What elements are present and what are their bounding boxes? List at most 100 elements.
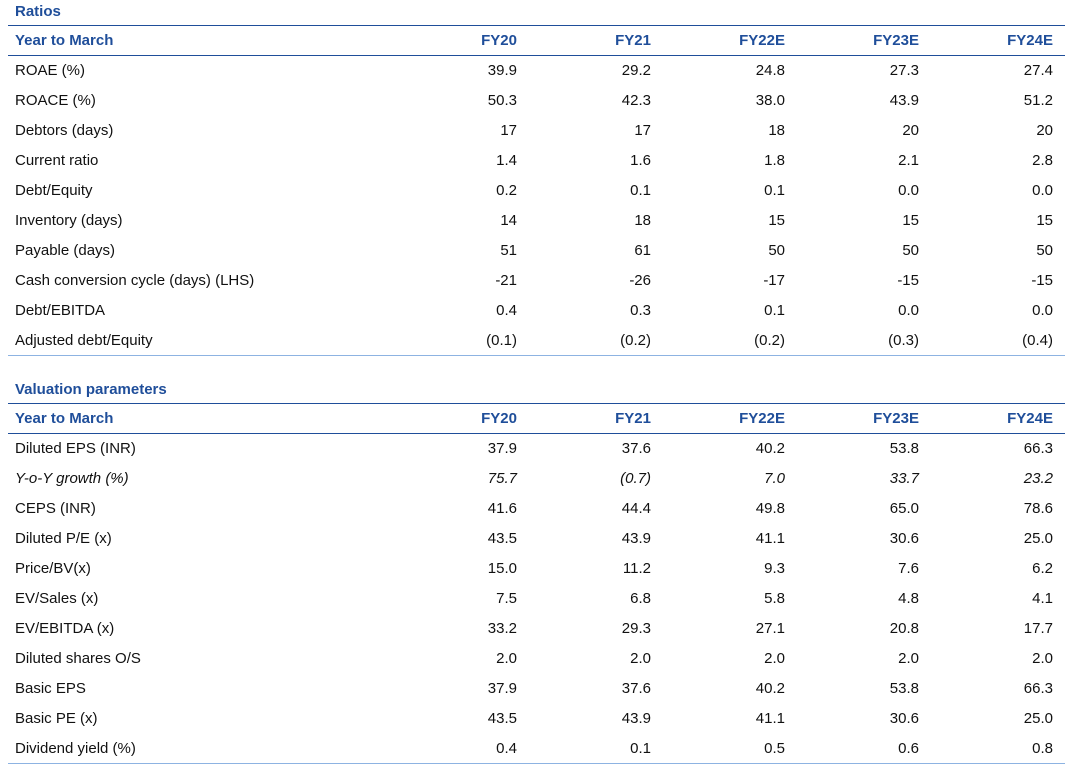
- row-value: 7.5: [496, 590, 517, 607]
- row-value: 29.2: [621, 62, 651, 79]
- row-value: 53.8: [889, 680, 919, 697]
- table-row: CEPS (INR) 41.6 44.4 49.8 65.0 78.6: [8, 494, 1065, 524]
- row-value: (0.1): [395, 325, 529, 356]
- row-value: 1.6: [630, 152, 651, 169]
- row-value: 51: [500, 242, 517, 259]
- row-value: 30.6: [889, 530, 919, 547]
- row-value: 43.9: [621, 710, 651, 727]
- row-value: 2.0: [1032, 650, 1053, 667]
- row-label: Diluted shares O/S: [15, 650, 141, 667]
- valuation-table: Year to March FY20 FY21 FY22E FY23E FY24…: [8, 404, 1065, 764]
- row-label: Diluted P/E (x): [15, 530, 112, 547]
- row-value: 0.1: [529, 733, 663, 764]
- row-value: 2.1: [898, 152, 919, 169]
- row-value: (0.2): [663, 325, 797, 356]
- ratios-header-row: Year to March FY20 FY21 FY22E FY23E FY24…: [8, 26, 1065, 56]
- row-value: 25.0: [1023, 530, 1053, 547]
- ratios-title: Ratios: [8, 0, 1065, 26]
- row-value: 30.6: [889, 710, 919, 727]
- row-value: 4.8: [898, 590, 919, 607]
- row-value: 43.9: [889, 92, 919, 109]
- row-value: 65.0: [889, 500, 919, 517]
- row-value: 7.0: [764, 470, 785, 487]
- row-label: Debt/Equity: [15, 182, 93, 199]
- row-value: 9.3: [764, 560, 785, 577]
- table-row: Debtors (days) 17 17 18 20 20: [8, 116, 1065, 146]
- header-fy24e: FY24E: [931, 26, 1065, 56]
- ratios-table: Year to March FY20 FY21 FY22E FY23E FY24…: [8, 26, 1065, 356]
- row-value: 18: [768, 122, 785, 139]
- row-value: 0.2: [496, 182, 517, 199]
- row-value: 53.8: [889, 440, 919, 457]
- row-value: 17.7: [1023, 620, 1053, 637]
- row-value: 43.5: [487, 710, 517, 727]
- row-value: 2.8: [1032, 152, 1053, 169]
- row-value: 50: [1036, 242, 1053, 259]
- row-value: 5.8: [764, 590, 785, 607]
- table-row: ROACE (%) 50.3 42.3 38.0 43.9 51.2: [8, 86, 1065, 116]
- row-label: Basic PE (x): [15, 710, 98, 727]
- row-label: CEPS (INR): [15, 500, 96, 517]
- row-label: Dividend yield (%): [8, 733, 395, 764]
- table-row: Diluted EPS (INR) 37.9 37.6 40.2 53.8 66.3: [8, 434, 1065, 464]
- table-row: Diluted P/E (x) 43.5 43.9 41.1 30.6 25.0: [8, 524, 1065, 554]
- row-value: 33.2: [487, 620, 517, 637]
- row-value: 4.1: [1032, 590, 1053, 607]
- row-label: EV/Sales (x): [15, 590, 99, 607]
- row-value: 2.0: [630, 650, 651, 667]
- row-value: 6.8: [630, 590, 651, 607]
- table-row: Basic PE (x) 43.5 43.9 41.1 30.6 25.0: [8, 704, 1065, 734]
- row-label: Price/BV(x): [15, 560, 91, 577]
- valuation-section: Valuation parameters Year to March FY20 …: [8, 378, 1065, 764]
- row-value: 40.2: [755, 440, 785, 457]
- row-value: 44.4: [621, 500, 651, 517]
- table-row: Cash conversion cycle (days) (LHS) -21 -26…: [8, 266, 1065, 296]
- row-value: 17: [500, 122, 517, 139]
- row-value: 0.4: [496, 302, 517, 319]
- row-value: 37.9: [487, 440, 517, 457]
- row-value: 20: [902, 122, 919, 139]
- row-value: 49.8: [755, 500, 785, 517]
- row-value: 0.1: [630, 182, 651, 199]
- row-value: 20: [1036, 122, 1053, 139]
- row-value: -26: [629, 272, 651, 289]
- row-value: 33.7: [889, 470, 919, 487]
- row-value: 0.8: [931, 733, 1065, 764]
- row-value: 41.1: [755, 710, 785, 727]
- table-row: Y-o-Y growth (%) 75.7 (0.7) 7.0 33.7 23.2: [8, 464, 1065, 494]
- ratios-section: Ratios Year to March FY20 FY21 FY22E FY2…: [8, 0, 1065, 356]
- row-label: Basic EPS: [15, 680, 86, 697]
- row-value: 42.3: [621, 92, 651, 109]
- row-value: 18: [634, 212, 651, 229]
- header-fy21: FY21: [529, 404, 663, 434]
- row-value: 0.0: [898, 182, 919, 199]
- row-value: 17: [634, 122, 651, 139]
- row-value: 15: [1036, 212, 1053, 229]
- row-value: 29.3: [621, 620, 651, 637]
- row-value: 25.0: [1023, 710, 1053, 727]
- row-label: Debtors (days): [15, 122, 114, 139]
- table-row: Adjusted debt/Equity (0.1) (0.2) (0.2) (0.3)…: [8, 325, 1065, 356]
- row-value: 66.3: [1023, 440, 1053, 457]
- table-row: Diluted shares O/S 2.0 2.0 2.0 2.0 2.0: [8, 644, 1065, 674]
- header-fy22e: FY22E: [663, 404, 797, 434]
- row-value: 78.6: [1023, 500, 1053, 517]
- row-value: 43.5: [487, 530, 517, 547]
- row-value: 37.6: [621, 680, 651, 697]
- row-value: 1.4: [496, 152, 517, 169]
- row-value: 38.0: [755, 92, 785, 109]
- row-label: Cash conversion cycle (days) (LHS): [15, 272, 255, 289]
- header-fy20: FY20: [395, 404, 529, 434]
- header-fy23e: FY23E: [797, 26, 931, 56]
- table-row: Price/BV(x) 15.0 11.2 9.3 7.6 6.2: [8, 554, 1065, 584]
- table-row: Dividend yield (%) 0.4 0.1 0.5 0.6 0.8: [8, 733, 1065, 764]
- row-value: (0.4): [931, 325, 1065, 356]
- table-row: ROAE (%) 39.9 29.2 24.8 27.3 27.4: [8, 56, 1065, 86]
- row-value: 15.0: [487, 560, 517, 577]
- table-row: Current ratio 1.4 1.6 1.8 2.1 2.8: [8, 146, 1065, 176]
- row-value: -15: [897, 272, 919, 289]
- row-value: 43.9: [621, 530, 651, 547]
- row-value: 0.0: [1032, 302, 1053, 319]
- table-row: Inventory (days) 14 18 15 15 15: [8, 206, 1065, 236]
- row-value: 37.6: [621, 440, 651, 457]
